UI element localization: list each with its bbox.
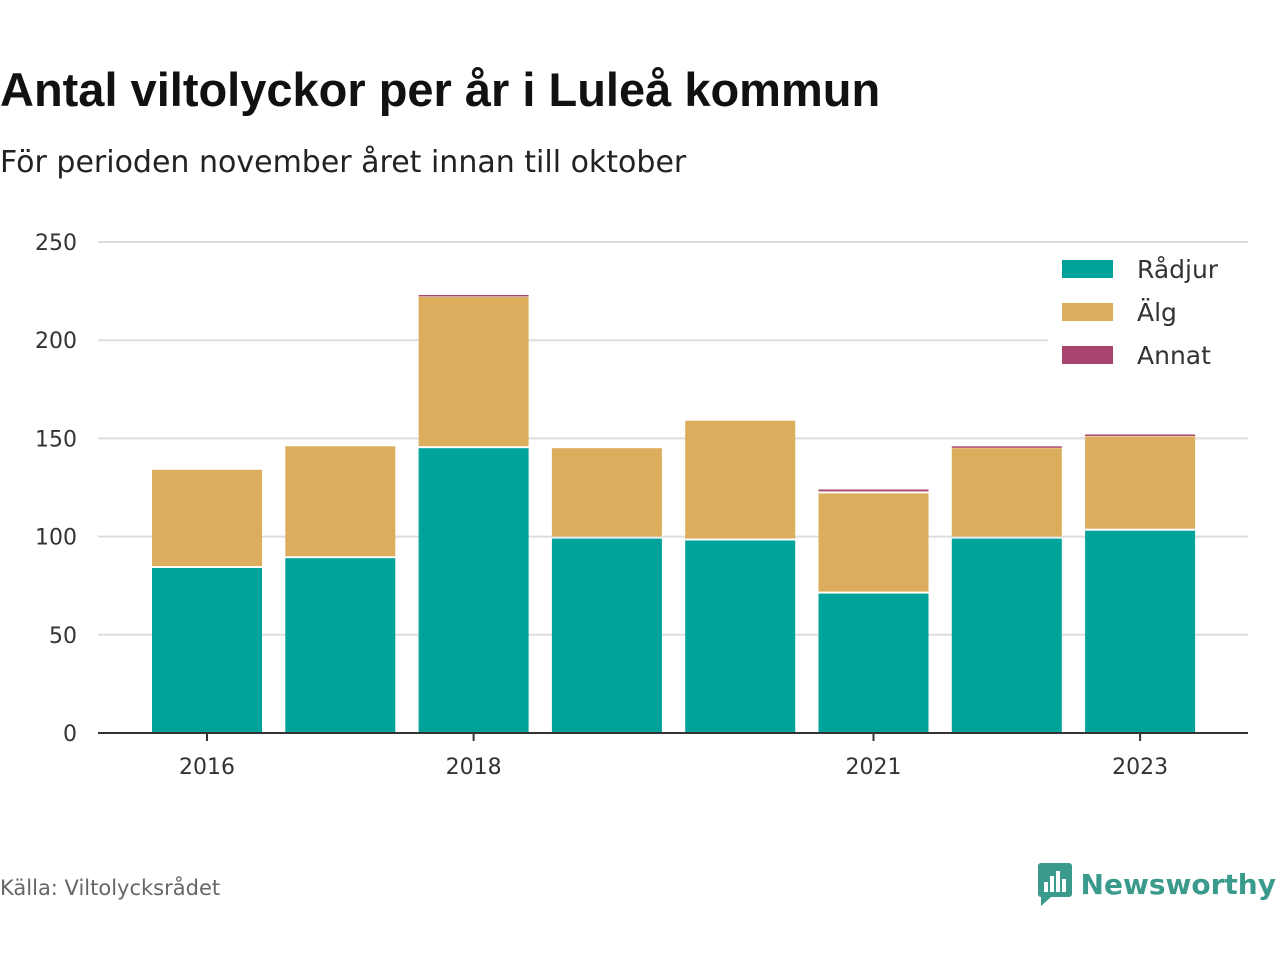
x-tick-label: 2016	[179, 755, 235, 780]
bar-rådjur-2020	[685, 540, 796, 733]
bar-annat-2023	[1085, 434, 1196, 436]
y-tick-label: 200	[35, 329, 77, 354]
bar-rådjur-2021	[818, 593, 929, 733]
legend: Rådjur Älg Annat	[1048, 250, 1248, 380]
bar-rådjur-2016	[152, 568, 262, 733]
bar-älg-2022	[951, 448, 1062, 537]
x-tick-label: 2021	[846, 755, 902, 780]
bar-älg-2019	[551, 448, 662, 537]
bar-älg-2021	[818, 493, 929, 592]
legend-swatch-rådjur	[1062, 260, 1113, 278]
y-tick-label: 150	[35, 427, 77, 452]
bar-älg-2020	[685, 420, 796, 539]
bar-älg-2023	[1085, 436, 1196, 529]
x-tick-label: 2018	[446, 755, 502, 780]
chart-title: Antal viltolyckor per år i Luleå kommun	[0, 63, 881, 116]
bar-rådjur-2022	[951, 538, 1062, 733]
bar-rådjur-2023	[1085, 530, 1196, 733]
bar-älg-2018	[418, 297, 529, 447]
bar-rådjur-2019	[551, 538, 662, 733]
y-tick-label: 100	[35, 526, 77, 551]
chart-subtitle: För perioden november året innan till ok…	[0, 145, 687, 180]
y-tick-label: 0	[63, 722, 77, 747]
bars	[152, 295, 1196, 733]
legend-swatch-annat	[1062, 346, 1113, 364]
bar-rådjur-2017	[285, 558, 396, 733]
y-tick-label: 50	[49, 624, 77, 649]
axes: 0 50 100 150 200 250 2016 2018 2021 2023	[35, 231, 1248, 780]
bar-älg-2017	[285, 446, 396, 557]
bar-annat-2022	[951, 446, 1062, 448]
y-tick-label: 250	[35, 231, 77, 256]
brand-name: Newsworthy	[1080, 867, 1276, 901]
bar-annat-2021	[818, 489, 929, 492]
bar-rådjur-2018	[418, 448, 529, 733]
legend-swatch-älg	[1062, 303, 1113, 321]
brand-logo: Newsworthy	[1037, 862, 1276, 906]
newsworthy-bar-chart-icon	[1037, 862, 1073, 906]
source-note: Källa: Viltolycksrådet	[0, 876, 221, 900]
bar-annat-2018	[418, 295, 529, 297]
bar-älg-2016	[152, 469, 262, 566]
legend-label-rådjur: Rådjur	[1137, 255, 1219, 284]
legend-label-älg: Älg	[1137, 298, 1177, 327]
x-tick-label: 2023	[1112, 755, 1168, 780]
legend-label-annat: Annat	[1137, 341, 1211, 370]
